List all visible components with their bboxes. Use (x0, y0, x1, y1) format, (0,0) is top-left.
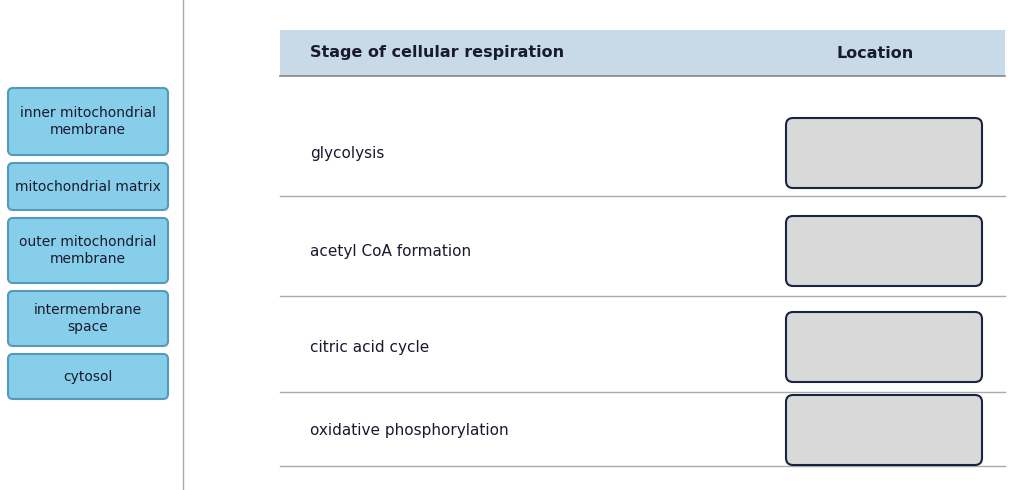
FancyBboxPatch shape (8, 163, 168, 210)
Text: glycolysis: glycolysis (310, 146, 384, 161)
Text: outer mitochondrial
membrane: outer mitochondrial membrane (19, 235, 157, 266)
FancyBboxPatch shape (786, 216, 982, 286)
Text: oxidative phosphorylation: oxidative phosphorylation (310, 422, 509, 438)
FancyBboxPatch shape (8, 88, 168, 155)
FancyBboxPatch shape (8, 218, 168, 283)
Text: intermembrane
space: intermembrane space (34, 303, 142, 334)
FancyBboxPatch shape (280, 30, 1005, 76)
Text: citric acid cycle: citric acid cycle (310, 340, 429, 354)
Text: cytosol: cytosol (63, 369, 113, 384)
Text: mitochondrial matrix: mitochondrial matrix (15, 179, 161, 194)
FancyBboxPatch shape (8, 291, 168, 346)
Text: inner mitochondrial
membrane: inner mitochondrial membrane (20, 106, 156, 137)
Text: Stage of cellular respiration: Stage of cellular respiration (310, 46, 564, 60)
Text: acetyl CoA formation: acetyl CoA formation (310, 244, 471, 259)
FancyBboxPatch shape (786, 118, 982, 188)
FancyBboxPatch shape (786, 395, 982, 465)
FancyBboxPatch shape (786, 312, 982, 382)
Text: Location: Location (837, 46, 913, 60)
FancyBboxPatch shape (8, 354, 168, 399)
